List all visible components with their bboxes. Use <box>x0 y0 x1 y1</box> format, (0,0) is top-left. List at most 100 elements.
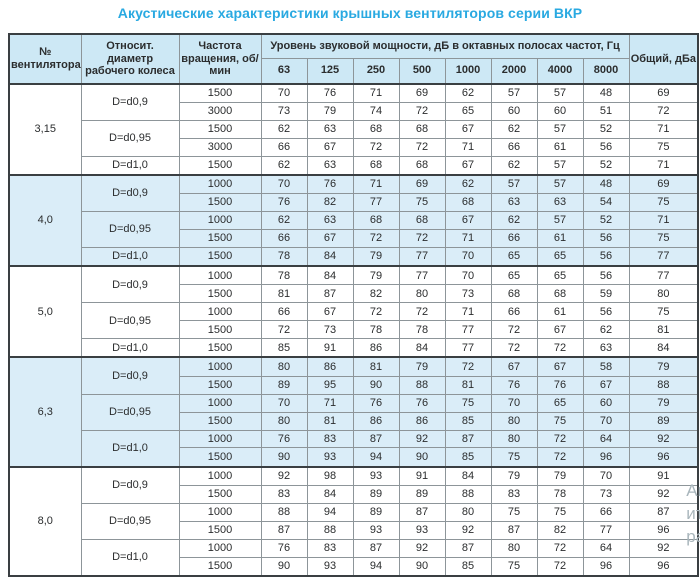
rpm-cell: 3000 <box>178 138 262 158</box>
level-cell: 88 <box>306 520 354 540</box>
level-cell: 86 <box>306 356 354 377</box>
level-cell: 94 <box>352 556 400 577</box>
level-cell: 73 <box>582 484 630 504</box>
rpm-cell: 1500 <box>178 411 262 431</box>
level-cell: 73 <box>306 320 354 340</box>
level-cell: 66 <box>582 502 630 522</box>
level-cell: 65 <box>536 247 584 267</box>
rpm-cell: 1000 <box>178 211 262 231</box>
level-cell: 87 <box>444 538 492 558</box>
rpm-cell: 1500 <box>178 484 262 504</box>
level-cell: 84 <box>444 465 492 486</box>
level-cell: 60 <box>490 102 538 122</box>
level-cell: 67 <box>444 120 492 140</box>
level-cell: 82 <box>352 284 400 304</box>
level-cell: 87 <box>260 520 308 540</box>
rpm-cell: 1000 <box>178 538 262 558</box>
level-cell: 72 <box>352 138 400 158</box>
table-row: D=d1,0 1000 76 83 87 92 87 80 72 64 92 <box>9 538 699 577</box>
level-cell: 75 <box>490 556 538 577</box>
level-cell: 68 <box>352 211 400 231</box>
level-cell: 70 <box>490 393 538 413</box>
table-row: 3,15 D=d0,9 1500 70 76 71 69 62 57 57 48 69 <box>8 82 699 176</box>
level-cell: 81 <box>444 375 492 395</box>
total-cell: 96 <box>628 447 699 468</box>
rpm-cell: 1500 <box>178 520 262 540</box>
level-cell: 70 <box>582 411 630 431</box>
header-octave-2000: 2000 <box>490 57 538 85</box>
table-row: 6,3 D=d0,9 1000 80 86 81 79 72 67 67 58 79 <box>8 356 699 468</box>
level-cell: 65 <box>536 265 584 286</box>
total-cell: 87 <box>628 502 699 522</box>
rpm-cell: 1500 <box>178 556 262 577</box>
table-row: D=d1,0 1000 76 83 87 92 87 80 72 64 92 <box>9 429 699 468</box>
level-cell: 86 <box>398 411 446 431</box>
table-row: D=d0,95 1000 88 94 89 87 80 75 75 66 87 <box>9 502 699 540</box>
level-cell: 77 <box>398 247 446 267</box>
level-cell: 75 <box>490 502 538 522</box>
total-cell: 77 <box>628 247 699 267</box>
level-cell: 52 <box>582 156 630 176</box>
level-cell: 84 <box>306 484 354 504</box>
diameter-cell: D=d1,0 <box>80 429 180 468</box>
level-cell: 63 <box>306 211 354 231</box>
level-cell: 75 <box>536 411 584 431</box>
level-cell: 63 <box>306 156 354 176</box>
level-cell: 75 <box>444 393 492 413</box>
diameter-cell: D=d0,9 <box>80 465 180 504</box>
level-cell: 63 <box>490 193 538 213</box>
level-cell: 92 <box>444 520 492 540</box>
rpm-cell: 1000 <box>178 502 262 522</box>
header-sound-power-group: Уровень звуковой мощности, дБ в октавных… <box>260 33 630 59</box>
level-cell: 68 <box>352 156 400 176</box>
level-cell: 90 <box>352 375 400 395</box>
level-cell: 62 <box>260 211 308 231</box>
level-cell: 78 <box>260 247 308 267</box>
level-cell: 80 <box>490 538 538 558</box>
total-cell: 71 <box>628 120 699 140</box>
level-cell: 66 <box>260 138 308 158</box>
level-cell: 91 <box>306 338 354 358</box>
table-row: D=d0,95 1500 62 63 68 68 67 62 57 52 71 <box>9 120 699 158</box>
total-cell: 71 <box>628 156 699 176</box>
header-octave-8000: 8000 <box>582 57 630 85</box>
level-cell: 65 <box>536 393 584 413</box>
level-cell: 62 <box>444 83 492 104</box>
acoustic-table: № вентилятора Относит. диаметр рабочего … <box>8 33 700 577</box>
total-cell: 81 <box>628 320 699 340</box>
level-cell: 66 <box>490 229 538 249</box>
level-cell: 67 <box>536 320 584 340</box>
level-cell: 68 <box>398 211 446 231</box>
level-cell: 96 <box>582 556 630 577</box>
level-cell: 81 <box>260 284 308 304</box>
level-cell: 72 <box>536 429 584 449</box>
level-cell: 94 <box>306 502 354 522</box>
diameter-cell: D=d1,0 <box>80 247 180 267</box>
rpm-cell: 1500 <box>178 247 262 267</box>
level-cell: 67 <box>444 211 492 231</box>
total-cell: 75 <box>628 193 699 213</box>
level-cell: 87 <box>352 538 400 558</box>
level-cell: 51 <box>582 102 630 122</box>
level-cell: 77 <box>444 320 492 340</box>
table-row: 1500 76 82 77 75 68 63 63 54 75 <box>9 193 699 213</box>
level-cell: 67 <box>490 356 538 377</box>
level-cell: 98 <box>306 465 354 486</box>
level-cell: 67 <box>536 356 584 377</box>
level-cell: 57 <box>536 156 584 176</box>
header-total: Общий, дБа <box>628 33 699 85</box>
level-cell: 83 <box>306 538 354 558</box>
level-cell: 78 <box>398 320 446 340</box>
diameter-cell: D=d0,9 <box>80 83 180 122</box>
level-cell: 72 <box>536 447 584 468</box>
level-cell: 79 <box>398 356 446 377</box>
rpm-cell: 1500 <box>178 120 262 140</box>
level-cell: 88 <box>398 375 446 395</box>
level-cell: 96 <box>582 447 630 468</box>
level-cell: 71 <box>352 83 400 104</box>
level-cell: 72 <box>352 302 400 322</box>
level-cell: 72 <box>490 320 538 340</box>
level-cell: 57 <box>536 211 584 231</box>
level-cell: 52 <box>582 120 630 140</box>
level-cell: 83 <box>490 484 538 504</box>
